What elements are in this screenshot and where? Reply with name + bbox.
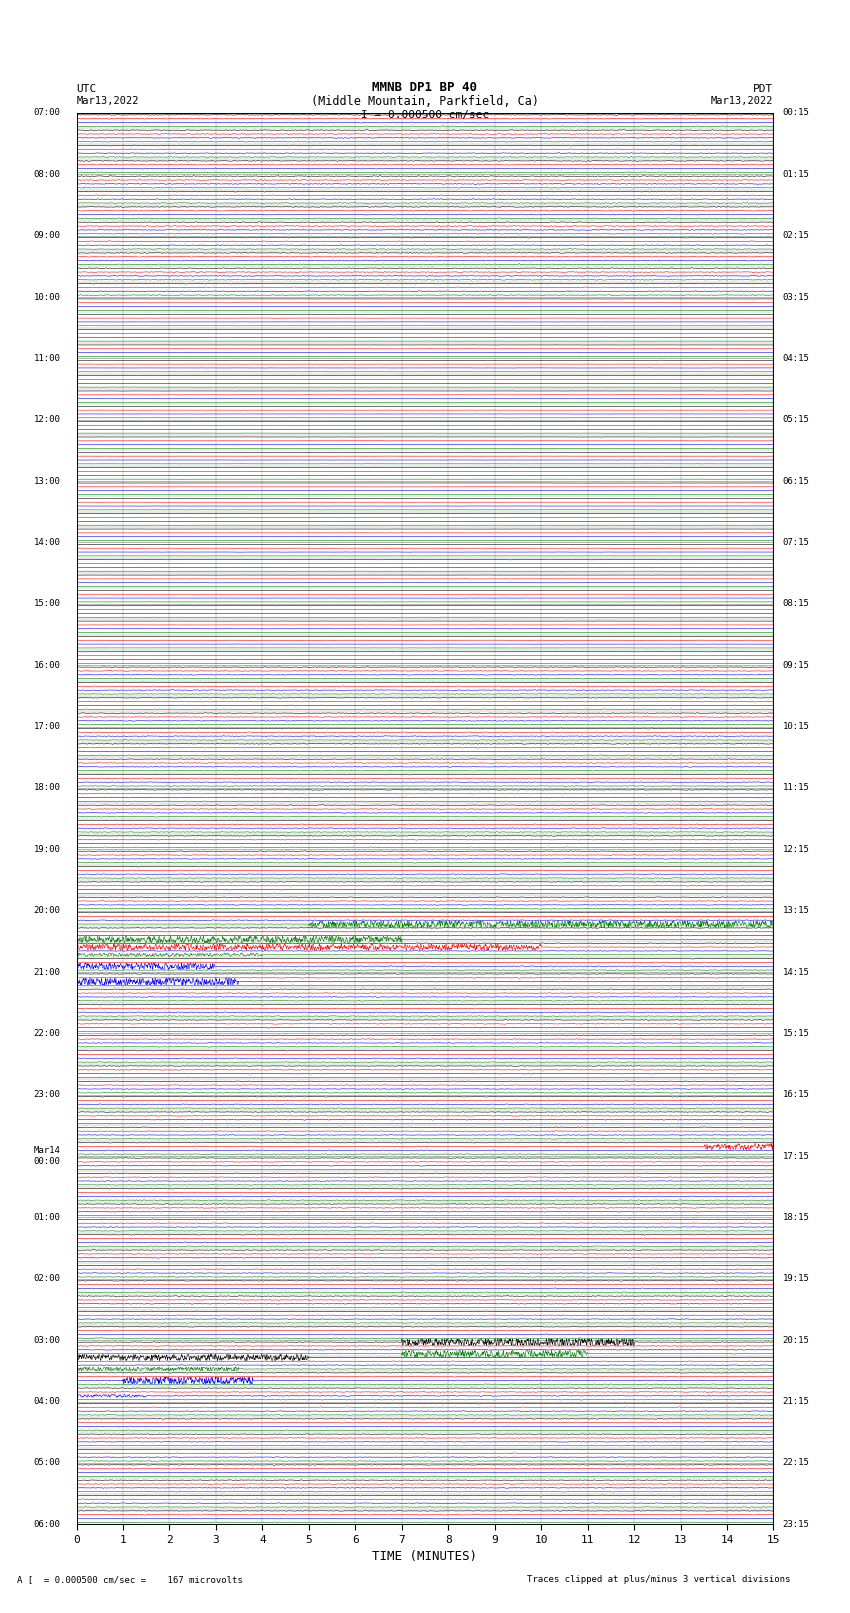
Text: 18:00: 18:00	[33, 784, 60, 792]
Text: 07:00: 07:00	[33, 108, 60, 118]
Text: 21:00: 21:00	[33, 968, 60, 976]
Text: 11:15: 11:15	[783, 784, 810, 792]
Text: 16:15: 16:15	[783, 1090, 810, 1098]
Text: 02:15: 02:15	[783, 231, 810, 240]
Text: 19:00: 19:00	[33, 845, 60, 853]
Text: 00:15: 00:15	[783, 108, 810, 118]
Text: 03:15: 03:15	[783, 292, 810, 302]
Text: 06:00: 06:00	[33, 1519, 60, 1529]
Text: 01:00: 01:00	[33, 1213, 60, 1223]
Text: 22:15: 22:15	[783, 1458, 810, 1468]
Text: 09:00: 09:00	[33, 231, 60, 240]
Text: 15:00: 15:00	[33, 600, 60, 608]
Text: 21:15: 21:15	[783, 1397, 810, 1407]
Text: 20:15: 20:15	[783, 1336, 810, 1345]
Text: 10:15: 10:15	[783, 723, 810, 731]
Text: 18:15: 18:15	[783, 1213, 810, 1223]
Text: Mar13,2022: Mar13,2022	[76, 97, 139, 106]
Text: MMNB DP1 BP 40: MMNB DP1 BP 40	[372, 81, 478, 94]
Text: 05:15: 05:15	[783, 415, 810, 424]
Text: 07:15: 07:15	[783, 539, 810, 547]
Text: 17:15: 17:15	[783, 1152, 810, 1161]
X-axis label: TIME (MINUTES): TIME (MINUTES)	[372, 1550, 478, 1563]
Text: UTC: UTC	[76, 84, 97, 94]
Text: 23:15: 23:15	[783, 1519, 810, 1529]
Text: 14:00: 14:00	[33, 539, 60, 547]
Text: 20:00: 20:00	[33, 907, 60, 915]
Text: 05:00: 05:00	[33, 1458, 60, 1468]
Text: A [  = 0.000500 cm/sec =    167 microvolts: A [ = 0.000500 cm/sec = 167 microvolts	[17, 1574, 243, 1584]
Text: 04:15: 04:15	[783, 353, 810, 363]
Text: 15:15: 15:15	[783, 1029, 810, 1037]
Text: 16:00: 16:00	[33, 661, 60, 669]
Text: 01:15: 01:15	[783, 169, 810, 179]
Text: 10:00: 10:00	[33, 292, 60, 302]
Text: 23:00: 23:00	[33, 1090, 60, 1098]
Text: 09:15: 09:15	[783, 661, 810, 669]
Text: 03:00: 03:00	[33, 1336, 60, 1345]
Text: 06:15: 06:15	[783, 476, 810, 486]
Text: Traces clipped at plus/minus 3 vertical divisions: Traces clipped at plus/minus 3 vertical …	[527, 1574, 790, 1584]
Text: 12:15: 12:15	[783, 845, 810, 853]
Text: 17:00: 17:00	[33, 723, 60, 731]
Text: 11:00: 11:00	[33, 353, 60, 363]
Text: 04:00: 04:00	[33, 1397, 60, 1407]
Text: 22:00: 22:00	[33, 1029, 60, 1037]
Text: 02:00: 02:00	[33, 1274, 60, 1284]
Text: 14:15: 14:15	[783, 968, 810, 976]
Text: Mar14
00:00: Mar14 00:00	[33, 1147, 60, 1166]
Text: 13:15: 13:15	[783, 907, 810, 915]
Text: 08:15: 08:15	[783, 600, 810, 608]
Text: 12:00: 12:00	[33, 415, 60, 424]
Text: (Middle Mountain, Parkfield, Ca): (Middle Mountain, Parkfield, Ca)	[311, 95, 539, 108]
Text: Mar13,2022: Mar13,2022	[711, 97, 774, 106]
Text: 13:00: 13:00	[33, 476, 60, 486]
Text: 19:15: 19:15	[783, 1274, 810, 1284]
Text: 08:00: 08:00	[33, 169, 60, 179]
Text: I = 0.000500 cm/sec: I = 0.000500 cm/sec	[361, 110, 489, 121]
Text: PDT: PDT	[753, 84, 774, 94]
